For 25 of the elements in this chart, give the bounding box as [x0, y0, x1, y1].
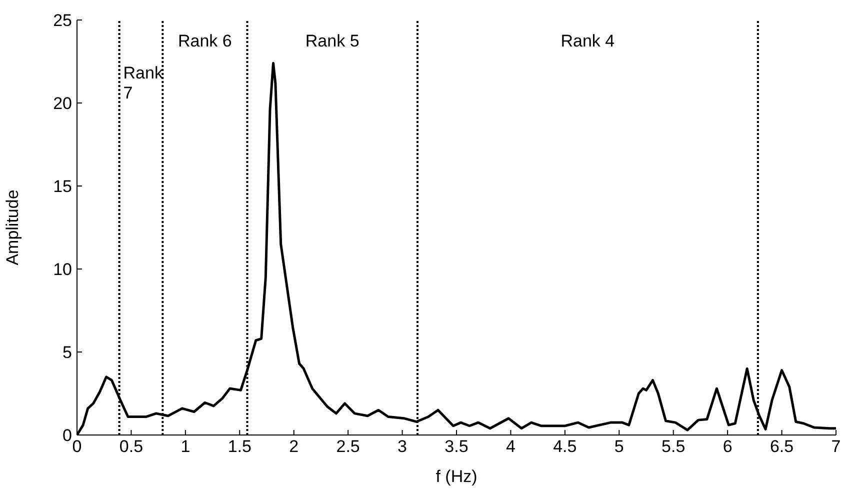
y-tick-label: 15: [53, 177, 72, 196]
x-tick-label: 4: [506, 437, 516, 456]
y-axis-title: Amplitude: [3, 190, 22, 266]
x-tick-label: 5.5: [662, 437, 686, 456]
x-tick-label: 1.5: [228, 437, 252, 456]
annotation: Rank 5: [305, 32, 360, 51]
y-tick-label: 5: [62, 343, 72, 362]
x-tick-label: 7: [831, 437, 841, 456]
x-tick-label: 3.5: [444, 437, 468, 456]
x-tick-label: 2: [289, 437, 299, 456]
x-tick-label: 1: [180, 437, 190, 456]
x-tick-label: 3: [398, 437, 408, 456]
x-tick-label: 0.5: [119, 437, 144, 456]
annotation: Rank 4: [560, 32, 615, 51]
x-tick-label: 4.5: [553, 437, 577, 456]
y-tick-label: 20: [53, 94, 72, 114]
y-tick-label: 10: [53, 260, 72, 280]
x-tick-label: 6.5: [770, 437, 794, 456]
x-tick-label: 5: [614, 437, 624, 456]
annotation: Rank 7: [123, 64, 164, 103]
y-tick-label: 25: [53, 11, 72, 30]
annotation: Rank 6: [178, 32, 232, 51]
x-tick-label: 6: [722, 437, 732, 456]
x-tick-label: 2.5: [336, 437, 360, 456]
x-axis-title: f (Hz): [436, 467, 478, 486]
